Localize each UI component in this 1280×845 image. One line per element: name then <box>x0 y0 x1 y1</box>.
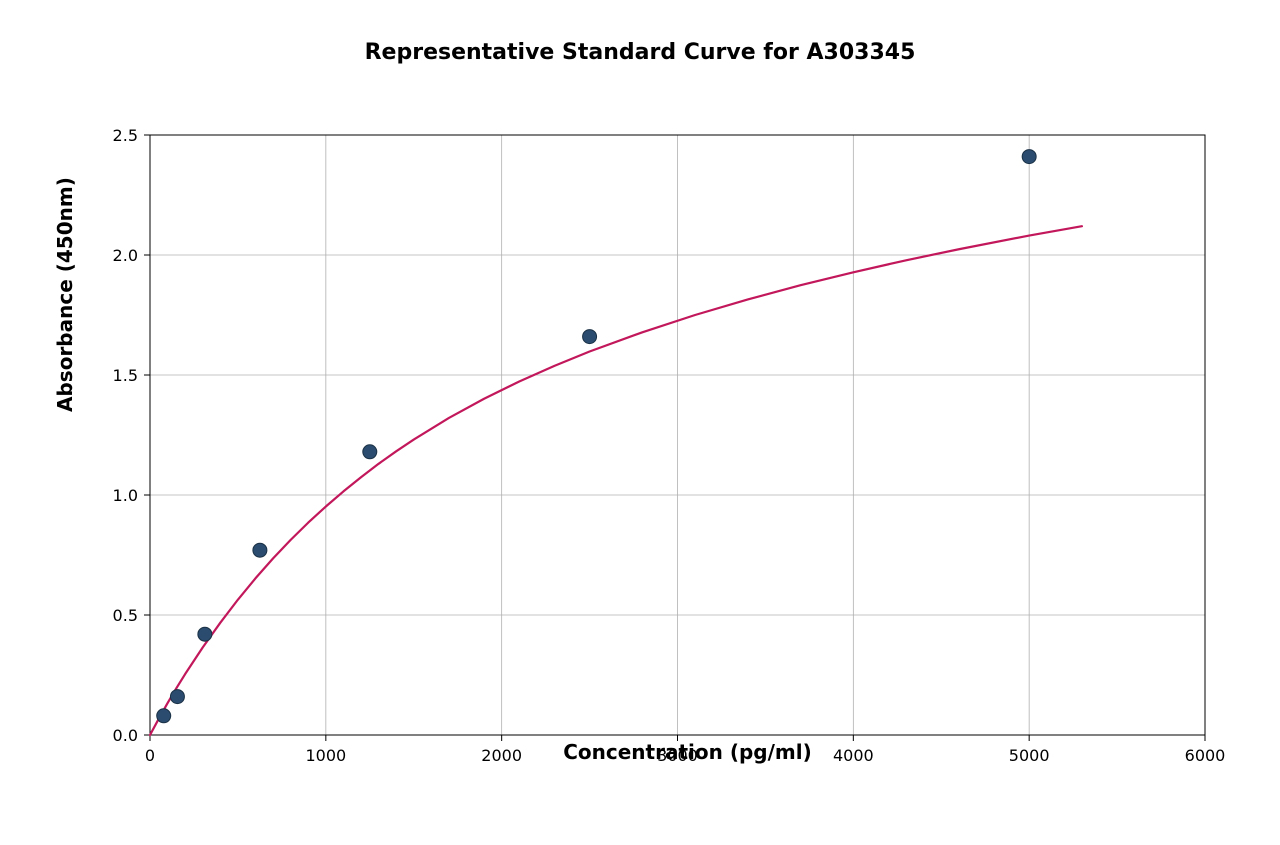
chart-container: Representative Standard Curve for A30334… <box>50 40 1230 810</box>
data-point <box>1022 150 1036 164</box>
y-tick-label: 1.0 <box>113 486 138 505</box>
data-point <box>157 709 171 723</box>
x-axis-label: Concentration (pg/ml) <box>558 740 818 764</box>
data-point <box>253 543 267 557</box>
chart-svg: 01000200030004000500060000.00.51.01.52.0… <box>0 40 1245 815</box>
data-point <box>170 690 184 704</box>
plot-area: 01000200030004000500060000.00.51.01.52.0… <box>50 40 1230 815</box>
y-tick-label: 1.5 <box>113 366 138 385</box>
x-tick-label: 2000 <box>481 746 522 765</box>
y-tick-label: 0.0 <box>113 726 138 745</box>
data-point <box>198 627 212 641</box>
x-tick-label: 1000 <box>305 746 346 765</box>
data-point <box>363 445 377 459</box>
data-point <box>583 330 597 344</box>
x-tick-label: 4000 <box>833 746 874 765</box>
y-tick-label: 2.5 <box>113 126 138 145</box>
x-tick-label: 0 <box>145 746 155 765</box>
y-tick-label: 2.0 <box>113 246 138 265</box>
x-tick-label: 6000 <box>1185 746 1226 765</box>
y-axis-label: Absorbance (450nm) <box>53 392 77 412</box>
x-tick-label: 5000 <box>1009 746 1050 765</box>
y-tick-label: 0.5 <box>113 606 138 625</box>
